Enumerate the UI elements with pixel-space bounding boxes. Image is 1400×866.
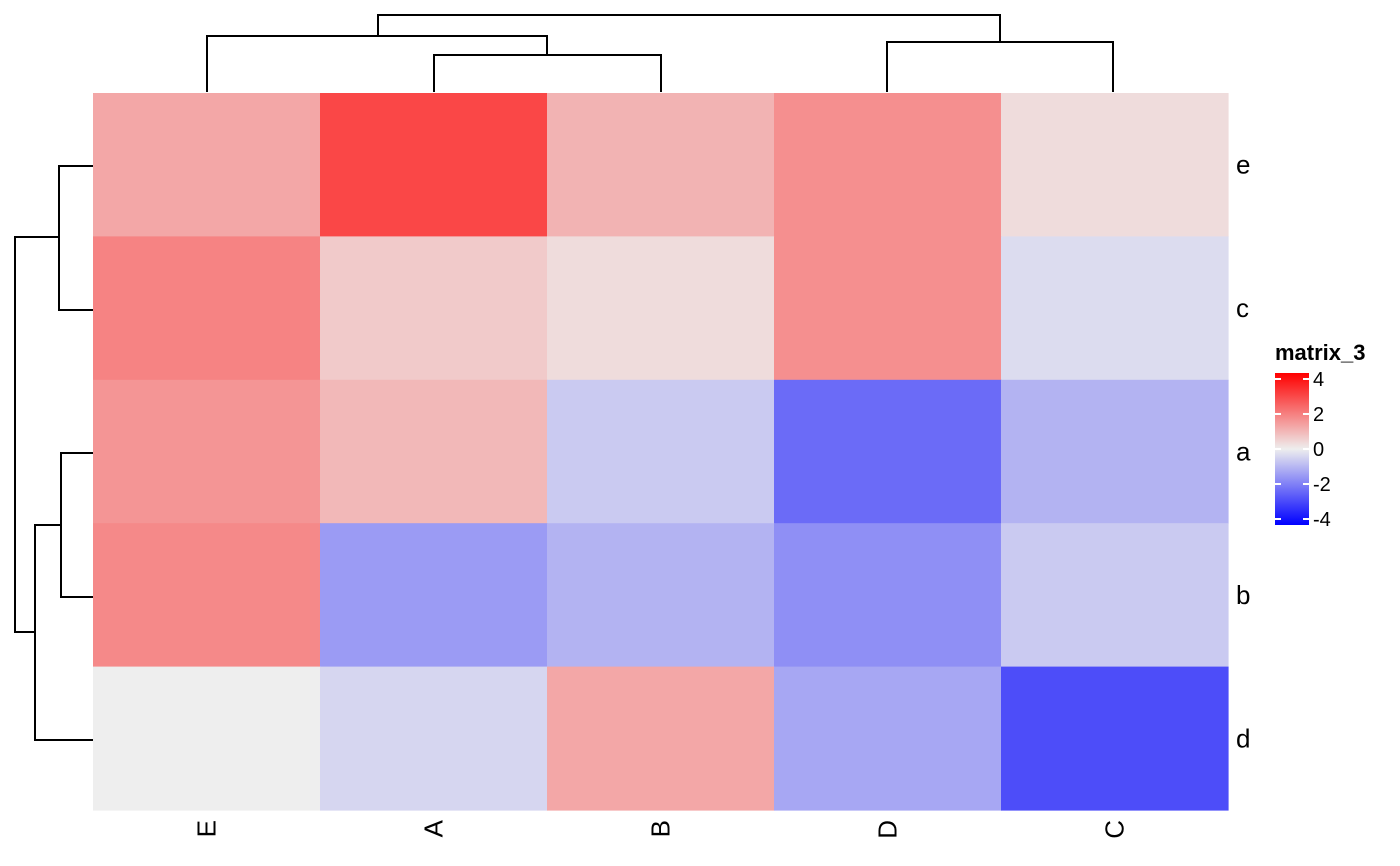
heatmap-cell-c-B (547, 236, 775, 381)
column-label-A: A (419, 819, 449, 837)
row-dendro-root (14, 236, 59, 633)
heatmap-cell-b-B (547, 523, 775, 668)
row-label-d: d (1236, 723, 1250, 753)
heatmap-cell-b-C (1001, 523, 1229, 668)
heatmap-cell-a-C (1001, 379, 1229, 524)
heatmap-cell-c-A (320, 236, 548, 381)
row-dendro-ab (60, 452, 93, 598)
heatmap-cell-d-D (774, 666, 1002, 811)
row-dendrogram (14, 165, 93, 741)
heatmap-cell-a-B (547, 379, 775, 524)
heatmap-cell-e-E (93, 93, 321, 237)
heatmap-cell-e-B (547, 93, 775, 237)
legend-tick-label: -2 (1313, 474, 1331, 496)
column-label-E: E (192, 820, 222, 837)
legend-tick-label: 0 (1313, 439, 1324, 461)
heatmap-cell-b-E (93, 523, 321, 668)
col-dendro-ab (433, 54, 662, 92)
row-label-a: a (1236, 437, 1251, 467)
heatmap-cell-a-E (93, 379, 321, 524)
legend-title: matrix_3 (1275, 340, 1366, 365)
col-dendro-left (206, 35, 548, 92)
column-label-D: D (873, 820, 903, 839)
heatmap-cell-a-D (774, 379, 1002, 524)
heatmap-cell-e-C (1001, 93, 1229, 237)
heatmap-cell-d-E (93, 666, 321, 811)
row-label-c: c (1236, 293, 1249, 323)
legend-tick-label: 4 (1313, 369, 1324, 391)
heatmap-cells (93, 93, 1229, 811)
color-legend: matrix_3 4 2 0 -2 -4 (1275, 340, 1366, 531)
heatmap-cell-e-A (320, 93, 548, 237)
column-dendrogram (206, 14, 1114, 92)
heatmap-cell-c-C (1001, 236, 1229, 381)
heatmap-cell-a-A (320, 379, 548, 524)
column-label-B: B (646, 820, 676, 837)
col-dendro-dc (886, 41, 1114, 92)
heatmap-cell-d-A (320, 666, 548, 811)
row-label-e: e (1236, 150, 1250, 180)
heatmap-cell-b-A (320, 523, 548, 668)
legend-ticks: 4 2 0 -2 -4 (1275, 369, 1331, 531)
legend-tick-label: -4 (1313, 509, 1331, 531)
row-dendro-ec (58, 165, 93, 311)
row-dendro-abd (34, 524, 93, 741)
heatmap-cell-c-D (774, 236, 1002, 381)
legend-tick-label: 2 (1313, 404, 1324, 426)
col-dendro-root (377, 14, 1001, 42)
heatmap-cell-b-D (774, 523, 1002, 668)
row-label-b: b (1236, 580, 1250, 610)
heatmap-cell-c-E (93, 236, 321, 381)
heatmap-cell-d-C (1001, 666, 1229, 811)
heatmap-cell-e-D (774, 93, 1002, 237)
heatmap-cell-d-B (547, 666, 775, 811)
column-label-C: C (1100, 820, 1130, 839)
row-labels: e c a b d (1236, 150, 1251, 754)
